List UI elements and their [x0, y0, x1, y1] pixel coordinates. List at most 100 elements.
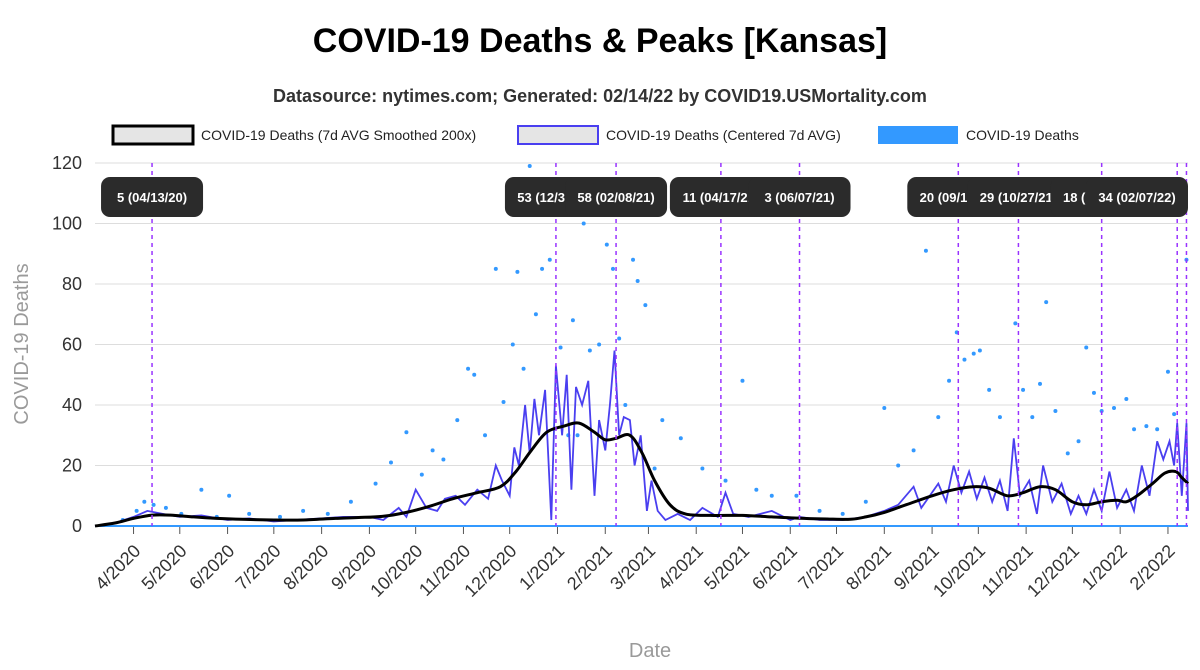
peak-label-box: [101, 177, 204, 217]
data-point: [142, 499, 147, 504]
data-point: [840, 511, 845, 516]
data-point: [547, 257, 552, 262]
data-point: [493, 266, 498, 271]
data-point: [740, 378, 745, 383]
x-tick-label: 8/2020: [279, 541, 332, 594]
legend-label-smoothed: COVID-19 Deaths (7d AVG Smoothed 200x): [201, 127, 476, 143]
data-point: [151, 502, 156, 507]
data-point: [1091, 390, 1096, 395]
data-point: [441, 457, 446, 462]
y-tick-label: 60: [62, 335, 82, 355]
legend-swatch-daily: [878, 126, 958, 144]
x-tick-label: 5/2020: [138, 541, 191, 594]
data-point: [1038, 381, 1043, 386]
data-point: [388, 460, 393, 465]
data-point: [455, 418, 460, 423]
x-tick-label: 4/2021: [654, 541, 707, 594]
peak-label: 3 (06/07/21): [764, 190, 834, 205]
legend-swatch-smoothed: [111, 124, 195, 146]
grid: [95, 162, 1188, 527]
x-tick-label: 1/2022: [1078, 541, 1131, 594]
data-point: [1044, 300, 1049, 305]
data-point: [1165, 369, 1170, 374]
data-point: [882, 406, 887, 411]
data-point: [301, 508, 306, 513]
data-point: [1021, 387, 1026, 392]
y-tick-label: 40: [62, 395, 82, 415]
x-tick-label: 12/2020: [460, 541, 520, 601]
data-point: [1053, 409, 1058, 414]
data-point: [643, 303, 648, 308]
data-point: [521, 366, 526, 371]
x-tick-label: 10/2021: [929, 541, 989, 601]
data-point: [587, 348, 592, 353]
legend-label-daily: COVID-19 Deaths: [966, 127, 1079, 143]
peak-label-box: [565, 177, 668, 217]
data-point: [623, 403, 628, 407]
data-point: [794, 493, 799, 498]
data-point: [1172, 412, 1177, 417]
data-point: [570, 318, 575, 323]
legend: COVID-19 Deaths (7d AVG Smoothed 200x) C…: [111, 124, 1079, 146]
data-point: [700, 466, 705, 471]
data-point: [652, 466, 657, 471]
legend-label-centered: COVID-19 Deaths (Centered 7d AVG): [606, 127, 841, 143]
x-tick-label: 4/2020: [91, 541, 144, 594]
data-point: [472, 372, 477, 377]
data-point: [325, 511, 330, 516]
data-point: [1076, 439, 1081, 444]
data-point: [1030, 415, 1035, 420]
data-point: [199, 487, 204, 492]
peak-label-box: [967, 177, 1070, 217]
x-tick-label: 2/2022: [1126, 541, 1179, 594]
peak-label: 29 (10/27/21): [980, 190, 1057, 205]
x-tick-label: 1/2021: [515, 541, 568, 594]
data-point: [1155, 427, 1160, 432]
peak-label-box: [669, 177, 772, 217]
peak-label: 34 (02/07/22): [1098, 190, 1175, 205]
y-axis-title: COVID-19 Deaths: [11, 263, 33, 424]
y-axis: 0 20 40 60 80 100 120: [52, 153, 82, 536]
peak-label: 11 (04/17/21): [683, 190, 760, 205]
peak-label: 5 (04/13/20): [117, 190, 187, 205]
x-tick-label: 7/2020: [232, 541, 285, 594]
data-point: [896, 463, 901, 468]
data-point: [987, 387, 992, 392]
data-point: [247, 511, 252, 516]
data-point: [1124, 396, 1129, 401]
peak-label-box: [1086, 177, 1188, 217]
x-axis: 4/20205/20206/20207/20208/20209/202010/2…: [91, 526, 1179, 601]
data-point: [962, 357, 967, 362]
data-point: [971, 351, 976, 356]
data-point: [936, 415, 941, 420]
data-point: [604, 242, 609, 247]
x-tick-label: 2/2021: [563, 541, 616, 594]
data-point: [723, 478, 728, 483]
data-point: [769, 493, 774, 498]
data-point: [527, 164, 532, 169]
data-point: [419, 472, 424, 477]
data-point: [581, 221, 586, 226]
series-daily: [95, 164, 1189, 527]
x-tick-label: 12/2021: [1023, 541, 1083, 601]
data-point: [163, 505, 168, 510]
x-tick-label: 10/2020: [366, 541, 426, 601]
data-point: [660, 418, 665, 423]
data-point: [483, 433, 488, 438]
data-point: [277, 514, 282, 519]
data-point: [1112, 406, 1117, 411]
x-axis-title: Date: [629, 640, 671, 662]
data-point: [134, 508, 139, 513]
data-point: [678, 436, 683, 441]
data-point: [404, 430, 409, 435]
data-point: [1065, 451, 1070, 456]
data-point: [533, 312, 538, 317]
data-point: [754, 487, 759, 492]
data-point: [947, 378, 952, 383]
peak-label-box: [748, 177, 851, 217]
series-line-smoothed: [94, 421, 1190, 528]
peak-label: 58 (02/08/21): [577, 190, 654, 205]
data-point: [1084, 345, 1089, 350]
data-point: [540, 266, 545, 271]
